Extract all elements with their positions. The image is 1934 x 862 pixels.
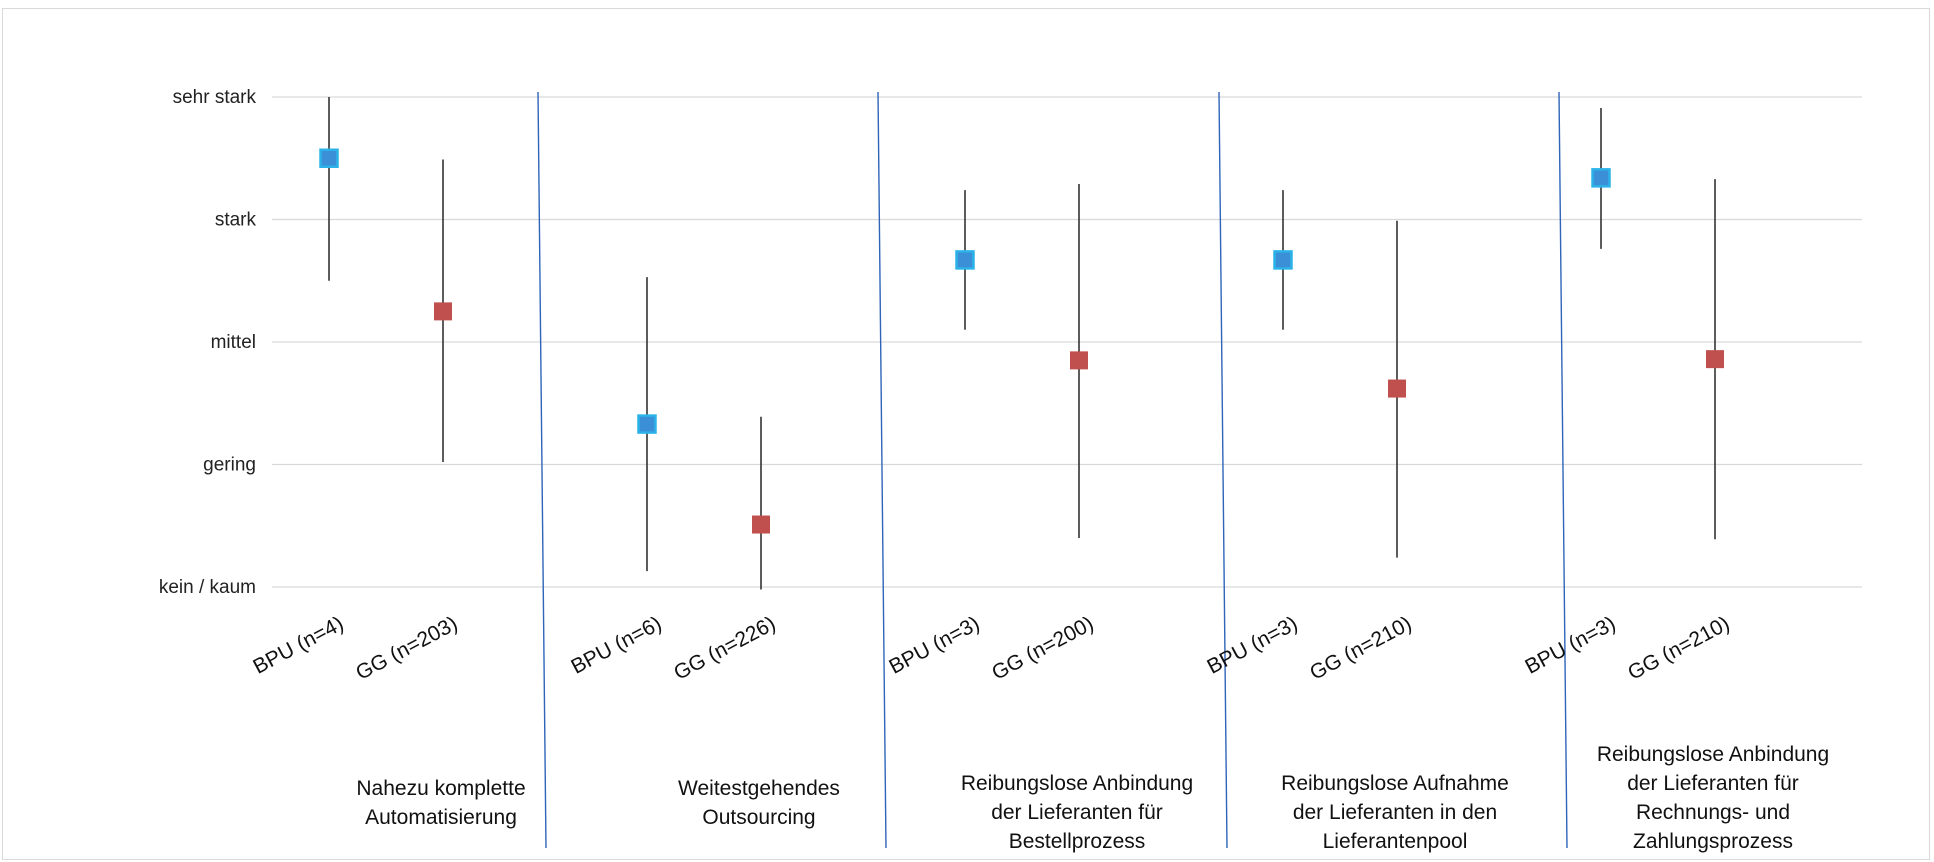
group-label: Weitestgehendes Outsourcing [678,777,840,829]
bpu-marker [955,250,975,270]
x-tick-label: BPU (n=3) [1521,612,1619,679]
group-divider [1218,91,1228,849]
group-labels: Nahezu komplette Automatisierung Weitestge… [356,743,1829,853]
gg-marker [434,302,452,321]
gg-marker [1388,379,1406,398]
x-tick-label: BPU (n=6) [567,612,665,679]
bpu-marker [319,148,339,168]
group-divider [537,91,547,849]
bpu-marker [1273,250,1293,270]
x-tick-label: BPU (n=4) [249,612,347,679]
group-divider [1558,91,1568,849]
x-axis-tick-labels: BPU (n=4) GG (n=203) BPU (n=6) GG (n=226) BP… [249,612,1733,685]
y-tick-label: kein / kaum [159,577,256,598]
group-label: Reibungslose Anbindung der Lieferanten fü… [1597,743,1829,853]
group-label: Reibungslose Anbindung der Lieferanten fü… [961,772,1193,853]
x-tick-label: GG (n=203) [352,612,461,685]
group-label: Nahezu komplette Automatisierung [356,777,525,829]
group-dividers [537,91,1568,849]
x-tick-label: BPU (n=3) [885,612,983,679]
y-tick-label: mittel [211,332,256,353]
y-axis-tick-labels: kein / kaum gering mittel stark sehr stark [159,87,257,598]
y-tick-label: gering [203,455,256,476]
markers [319,148,1724,534]
gridlines [272,96,1862,588]
x-tick-label: GG (n=210) [1624,612,1733,685]
bpu-marker [1591,168,1611,188]
x-tick-label: BPU (n=3) [1203,612,1301,679]
x-tick-label: GG (n=200) [988,612,1097,685]
chart-frame [2,8,1930,860]
gg-marker [752,515,770,534]
group-label: Reibungslose Aufnahme der Lieferanten in … [1281,772,1509,853]
x-tick-label: GG (n=226) [670,612,779,685]
gg-marker [1070,351,1088,370]
bpu-marker [637,414,657,434]
y-tick-label: sehr stark [173,87,257,108]
gg-marker [1706,350,1724,369]
group-divider [877,91,887,849]
x-tick-label: GG (n=210) [1306,612,1415,685]
y-tick-label: stark [215,210,257,231]
whiskers [328,97,1716,590]
